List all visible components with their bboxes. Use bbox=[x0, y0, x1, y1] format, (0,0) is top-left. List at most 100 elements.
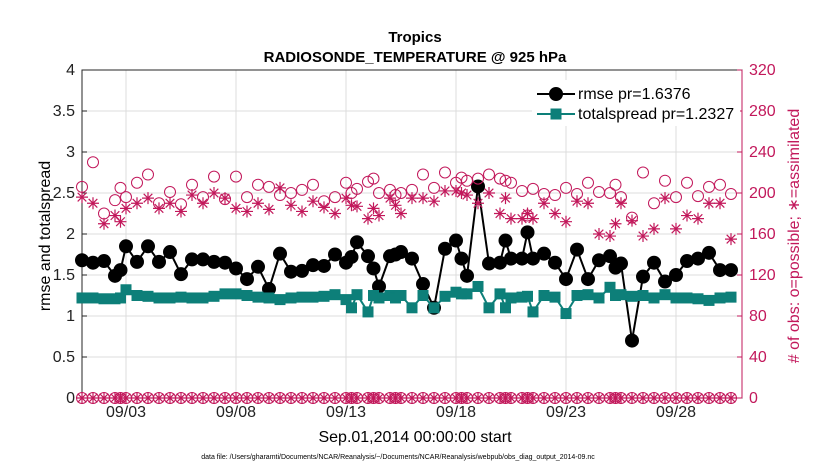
rmse-point bbox=[130, 254, 144, 269]
totalspread-point bbox=[274, 294, 286, 306]
y-right-tick-label: 40 bbox=[749, 349, 767, 366]
possible-point bbox=[307, 178, 319, 191]
rmse-point bbox=[636, 269, 650, 284]
assimilated_zero-point bbox=[483, 392, 495, 404]
totalspread-point bbox=[307, 291, 319, 303]
possible-point bbox=[725, 188, 737, 201]
assimilated_zero-point bbox=[208, 392, 220, 404]
assimilated_zero-point bbox=[593, 392, 605, 404]
assimilated_zero-point bbox=[560, 392, 572, 404]
possible-point bbox=[455, 171, 468, 184]
assimilated_zero-point bbox=[395, 392, 407, 404]
rmse-point bbox=[218, 255, 232, 270]
possible-point bbox=[131, 176, 143, 189]
assimilated_zero-point bbox=[505, 392, 517, 404]
possible-point bbox=[494, 172, 506, 185]
assimilated_zero-point bbox=[153, 392, 165, 404]
assimilated_zero-point bbox=[725, 392, 737, 404]
possible-point bbox=[637, 166, 649, 179]
y-right-tick-label: 200 bbox=[749, 185, 776, 202]
assimilated-point bbox=[340, 192, 352, 205]
assimilated-point bbox=[87, 197, 99, 210]
assimilated_zero-point bbox=[329, 392, 341, 404]
assimilated-point bbox=[241, 205, 253, 218]
totalspread-point bbox=[120, 284, 132, 296]
assimilated-point bbox=[98, 217, 110, 230]
assimilated_zero-point bbox=[197, 392, 209, 404]
rmse-point bbox=[119, 239, 133, 254]
totalspread-point bbox=[285, 292, 297, 304]
data-file-footer: data file: /Users/gharamti/Documents/NCA… bbox=[201, 454, 595, 461]
totalspread-point bbox=[197, 292, 209, 304]
y-tick-label: 1.5 bbox=[53, 267, 75, 284]
totalspread-point bbox=[373, 292, 385, 304]
y-tick-label: 1 bbox=[66, 308, 75, 325]
possible-point bbox=[142, 168, 154, 181]
assimilated-point bbox=[725, 233, 737, 246]
assimilated-point bbox=[395, 207, 407, 220]
assimilated_zero-point bbox=[439, 392, 451, 404]
possible-point bbox=[609, 178, 622, 191]
possible-point bbox=[367, 172, 380, 185]
legend-marker-totalspread bbox=[550, 108, 562, 120]
assimilated_zero-point bbox=[648, 392, 660, 404]
possible-point bbox=[692, 190, 704, 203]
rmse-point bbox=[229, 261, 243, 276]
assimilated-point bbox=[604, 230, 616, 243]
possible-point bbox=[230, 170, 242, 183]
assimilated-point bbox=[285, 199, 297, 212]
possible-point bbox=[499, 174, 512, 187]
assimilated-point bbox=[120, 202, 132, 215]
totalspread-point bbox=[714, 292, 726, 304]
possible-point bbox=[582, 176, 594, 189]
totalspread-point bbox=[725, 291, 737, 303]
possible-point bbox=[98, 207, 110, 220]
totalspread-point bbox=[153, 292, 165, 304]
assimilated_zero-point bbox=[461, 392, 473, 404]
assimilated-point bbox=[175, 205, 187, 218]
assimilated_zero-point bbox=[681, 392, 693, 404]
possible-point bbox=[109, 194, 121, 207]
assimilated_zero-point bbox=[164, 392, 176, 404]
rmse-point bbox=[537, 246, 551, 261]
y-right-tick-label: 280 bbox=[749, 103, 776, 120]
possible-point bbox=[208, 170, 220, 183]
totalspread-point bbox=[208, 290, 220, 302]
assimilated-point bbox=[538, 197, 550, 210]
assimilated_zero-point bbox=[175, 392, 187, 404]
totalspread-point bbox=[703, 294, 715, 306]
y-tick-label: 3.5 bbox=[53, 103, 75, 120]
assimilated_zero-point bbox=[219, 392, 231, 404]
y-right-tick-label: 80 bbox=[749, 308, 767, 325]
y-tick-label: 2.5 bbox=[53, 185, 75, 202]
assimilated-point bbox=[516, 212, 528, 225]
x-axis-label: Sep.01,2014 00:00:00 start bbox=[318, 429, 512, 446]
y-axis-label-right: # of obs: o=possible; ∗=assimilated bbox=[786, 109, 803, 363]
y-tick-label: 0.5 bbox=[53, 349, 75, 366]
possible-point bbox=[263, 180, 275, 193]
x-tick-label: 09/08 bbox=[216, 404, 256, 421]
assimilated_zero-point bbox=[549, 392, 561, 404]
rmse-point bbox=[460, 268, 474, 283]
rmse-point bbox=[520, 225, 535, 240]
assimilated_zero-point bbox=[98, 392, 110, 404]
assimilated-point bbox=[76, 191, 88, 204]
totalspread-point bbox=[87, 292, 99, 304]
assimilated-point bbox=[626, 214, 638, 227]
rmse-point bbox=[669, 268, 683, 282]
rmse-point bbox=[344, 249, 359, 264]
y-axis-label: rmse and totalspread bbox=[37, 161, 54, 311]
assimilated-point bbox=[208, 187, 220, 199]
assimilated_zero-point bbox=[142, 392, 154, 404]
assimilated-point bbox=[681, 209, 693, 222]
rmse-point bbox=[174, 267, 188, 282]
rmse-point bbox=[454, 251, 469, 266]
assimilated-point bbox=[109, 209, 121, 222]
totalspread-point bbox=[329, 289, 341, 301]
assimilated_zero-point bbox=[527, 392, 539, 404]
y-tick-label: 2 bbox=[66, 226, 75, 243]
y-tick-label: 3 bbox=[66, 144, 75, 161]
rmse-point bbox=[570, 242, 584, 257]
assimilated_zero-point bbox=[186, 392, 198, 404]
assimilated_zero-point bbox=[472, 392, 484, 404]
